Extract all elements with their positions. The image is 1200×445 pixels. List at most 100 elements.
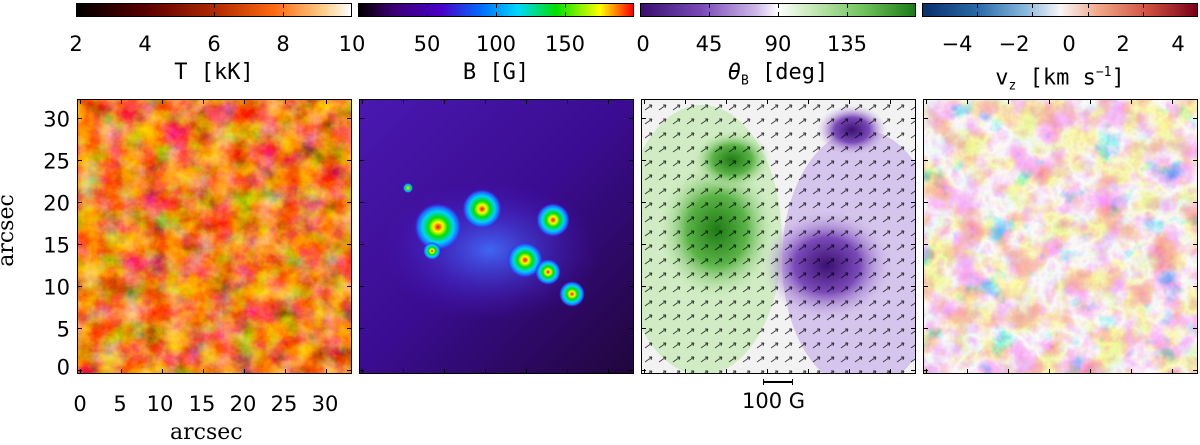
panel-tick-mark [1172,99,1173,104]
panel-tick-mark [911,160,916,161]
panel-tick-mark [911,370,916,371]
colorbar-tick-mark [427,4,428,8]
panel-tick-mark [244,99,245,104]
colorbar-tick-mark [283,4,284,8]
panel-tick-mark [162,99,163,104]
panel-tick-mark [923,286,928,287]
colorbar-tick-mark [427,12,428,16]
panel-tick-mark [911,202,916,203]
y-tick-label: 10 [43,275,70,300]
panel-tick-mark [285,369,286,374]
panel-tick-mark [967,369,968,374]
panel-tick-mark [926,369,927,374]
panel-tick-mark [767,99,768,104]
panel-tick-mark [926,99,927,104]
panel-tick-mark [629,244,634,245]
panel-tick-mark [1090,99,1091,104]
colorbar-tick-mark [709,12,710,16]
panel-tick-mark [162,369,163,374]
cbar4-tick: 0 [1062,32,1076,56]
panel-tick-mark [849,99,850,104]
panel-tick-mark [808,99,809,104]
colorbar-tick-mark [496,12,497,16]
colorbar-tick-mark [1087,4,1089,8]
colorbar-tick-mark [496,4,497,8]
x-tick-label: 30 [311,392,339,416]
panel-tick-mark [911,286,916,287]
cbar1-tick: 10 [338,32,366,56]
panel-tick-mark [121,369,122,374]
panel-tick-mark [526,99,527,104]
colorbar-tick-mark [1142,12,1144,16]
velocity-colorbar [922,3,1198,17]
panel-tick-mark [1131,99,1132,104]
cbar4-tick: 4 [1171,32,1185,56]
panel-tick-mark [1193,118,1198,119]
panel-tick-mark [890,99,891,104]
x-tick-label: 15 [188,392,216,416]
colorbar-tick-mark [1032,4,1034,8]
label-unit: [km s [1016,65,1096,91]
panel-tick-mark [77,370,82,371]
colorbar-tick-mark [1032,12,1034,16]
panel-tick-mark [644,99,645,104]
vector-scale-bar [763,379,793,385]
panel-tick-mark [629,328,634,329]
panel-tick-mark [1090,369,1091,374]
panel-tick-mark [444,369,445,374]
panel-tick-mark [629,160,634,161]
colorbar-tick-mark [847,4,848,8]
colorbar-tick-mark [565,4,566,8]
cbar1-tick: 6 [207,32,221,56]
colorbar-tick-mark [145,4,146,8]
label-subscript: B [740,73,749,89]
y-tick-label: 20 [43,191,70,216]
panel-tick-mark [77,244,82,245]
panel-tick-mark [326,99,327,104]
panel-tick-mark [641,286,646,287]
panel-tick-mark [359,244,364,245]
colorbar-tick-mark [214,12,215,16]
panel-tick-mark [726,369,727,374]
cbar4-tick: −2 [998,32,1030,56]
panel-tick-mark [203,99,204,104]
panel-tick-mark [244,369,245,374]
panel-tick-mark [629,286,634,287]
panel-tick-mark [923,244,928,245]
panel-tick-mark [77,286,82,287]
panel-tick-mark [359,286,364,287]
panel-tick-mark [77,328,82,329]
panel-tick-mark [567,99,568,104]
temperature-label: T [kK] [174,60,254,85]
panel-tick-mark [890,369,891,374]
panel-tick-mark [726,99,727,104]
cbar1-tick: 8 [276,32,290,56]
label-superscript: −1 [1095,65,1112,80]
cbar3-tick: 45 [695,32,723,56]
x-tick-label: 10 [146,392,174,416]
cbar3-tick: 0 [636,32,650,56]
panel-tick-mark [911,244,916,245]
panel-tick-mark [485,369,486,374]
panel-tick-mark [767,369,768,374]
velocity-label: vz [km s−1] [995,61,1124,99]
panel-tick-mark [1172,369,1173,374]
panel-tick-mark [1193,328,1198,329]
panel-tick-mark [1049,369,1050,374]
panel-tick-mark [608,99,609,104]
panel-tick-mark [629,202,634,203]
x-tick-label: 25 [270,392,298,416]
colorbar-tick-mark [145,12,146,16]
inclination-map [641,99,916,374]
x-axis-title: arcsec [170,420,243,445]
panel-tick-mark [444,99,445,104]
field-strength-label: B [G] [462,60,530,85]
panel-tick-mark [641,328,646,329]
panel-tick-mark [526,369,527,374]
theta-symbol: θ [727,60,741,85]
colorbar-tick-mark [977,4,979,8]
x-tick-label: 5 [113,392,127,416]
panel-tick-mark [347,160,352,161]
panel-tick-mark [362,99,363,104]
panel-tick-mark [347,370,352,371]
